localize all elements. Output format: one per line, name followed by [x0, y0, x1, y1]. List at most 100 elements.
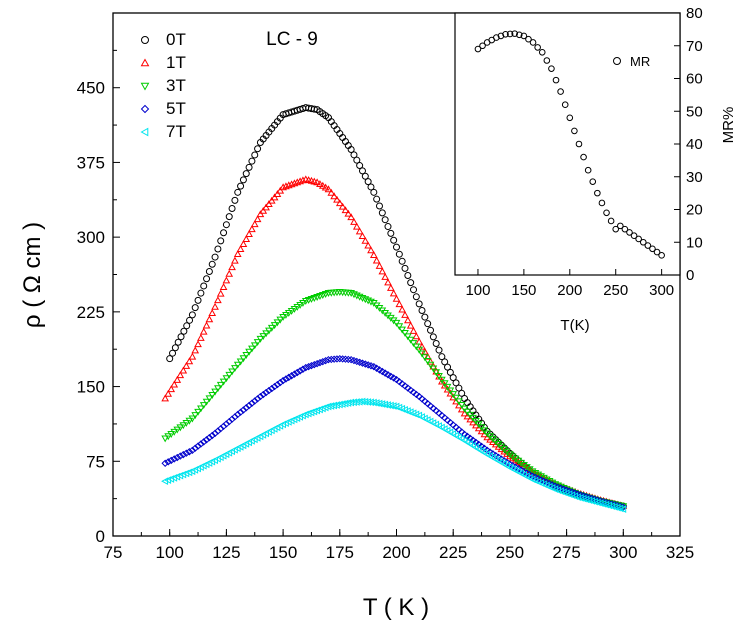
- inset-y-tick-label: 60: [686, 71, 703, 88]
- data-point: [338, 355, 347, 363]
- inset-y-tick-label: 70: [686, 38, 703, 55]
- main-y-tick-labels: 0 75 150 225 300 375 450: [77, 79, 105, 546]
- data-point: [367, 246, 375, 254]
- main-axis-ticks: [112, 49, 681, 537]
- data-point: [202, 398, 211, 406]
- data-point: [284, 181, 293, 189]
- data-point: [426, 361, 435, 369]
- data-point: [319, 357, 327, 366]
- data-point: [214, 245, 222, 253]
- data-point: [458, 389, 466, 397]
- data-point: [225, 269, 234, 277]
- data-point: [179, 422, 188, 430]
- data-point: [279, 313, 287, 321]
- data-point: [248, 157, 256, 165]
- data-point: [200, 282, 208, 290]
- data-point: [332, 401, 340, 409]
- legend: 0T 1T 3T 5T 7T: [140, 30, 186, 141]
- data-point: [287, 180, 296, 188]
- data-point: [593, 498, 601, 507]
- data-point: [248, 345, 256, 353]
- data-point: [432, 369, 441, 377]
- data-point: [219, 283, 228, 290]
- data-point: [242, 352, 251, 359]
- data-point: [520, 461, 528, 469]
- data-point: [194, 340, 202, 348]
- data-point: [262, 330, 270, 338]
- data-point: [355, 227, 364, 235]
- inset-data-point: [566, 114, 574, 122]
- data-point: [250, 220, 259, 228]
- data-point: [177, 333, 185, 341]
- data-point: [344, 355, 353, 364]
- inset-data-point: [594, 189, 601, 197]
- data-point: [367, 298, 375, 306]
- legend-label: 0T: [166, 30, 186, 49]
- data-point: [330, 355, 338, 363]
- data-point: [384, 223, 392, 231]
- data-point: [404, 271, 412, 279]
- x-tick-label: 175: [326, 543, 354, 562]
- data-point: [211, 388, 219, 396]
- data-point: [205, 395, 214, 403]
- data-point: [525, 466, 534, 474]
- data-point: [361, 172, 369, 180]
- x-tick-label: 225: [439, 543, 467, 562]
- data-point: [170, 455, 178, 463]
- data-point: [228, 415, 236, 423]
- data-point: [276, 378, 284, 387]
- data-point: [378, 209, 386, 217]
- data-point: [503, 449, 511, 457]
- legend-label: 3T: [166, 76, 186, 95]
- x-tick-label: 300: [609, 543, 637, 562]
- data-point: [282, 311, 290, 319]
- data-point: [219, 422, 228, 431]
- data-point: [341, 399, 349, 408]
- data-point: [208, 392, 217, 399]
- data-point: [409, 388, 418, 397]
- data-point: [185, 417, 194, 425]
- data-point: [381, 400, 389, 409]
- data-point: [290, 305, 299, 313]
- data-point: [358, 397, 366, 406]
- chart-title: LC - 9: [266, 29, 318, 50]
- data-point: [410, 286, 418, 294]
- data-point: [415, 337, 424, 345]
- data-point: [423, 352, 432, 360]
- inset-data-point: [511, 30, 518, 37]
- data-point: [511, 455, 520, 463]
- data-point: [211, 253, 219, 261]
- data-point: [432, 339, 440, 347]
- x-tick-label: 100: [156, 543, 184, 562]
- data-point: [199, 327, 208, 335]
- series-3T: [161, 289, 628, 511]
- inset-data-point: [474, 45, 482, 53]
- data-point: [259, 333, 268, 341]
- data-point: [164, 389, 173, 397]
- data-point: [267, 196, 276, 204]
- data-point: [253, 215, 262, 223]
- data-point: [421, 313, 429, 321]
- data-point: [344, 399, 352, 407]
- data-point: [616, 504, 624, 513]
- data-point: [423, 358, 432, 365]
- inset-x-tick-labels: 100 150 200 250 300: [465, 282, 674, 299]
- data-point: [336, 354, 344, 363]
- data-point: [349, 398, 357, 407]
- data-point: [250, 342, 259, 350]
- data-point: [352, 292, 361, 300]
- data-point: [455, 384, 463, 392]
- x-tick-label: 200: [382, 543, 410, 562]
- data-point: [449, 374, 457, 382]
- data-point: [395, 250, 403, 258]
- data-point: [444, 363, 452, 371]
- data-point: [239, 406, 248, 414]
- data-point: [350, 291, 358, 299]
- data-point: [173, 375, 182, 383]
- inset-x-tick-label: 300: [649, 282, 674, 299]
- data-point: [176, 371, 185, 379]
- legend-label: 7T: [166, 122, 186, 141]
- data-point: [173, 453, 181, 462]
- x-tick-label: 325: [666, 543, 694, 562]
- inset-series-layer: [474, 30, 665, 259]
